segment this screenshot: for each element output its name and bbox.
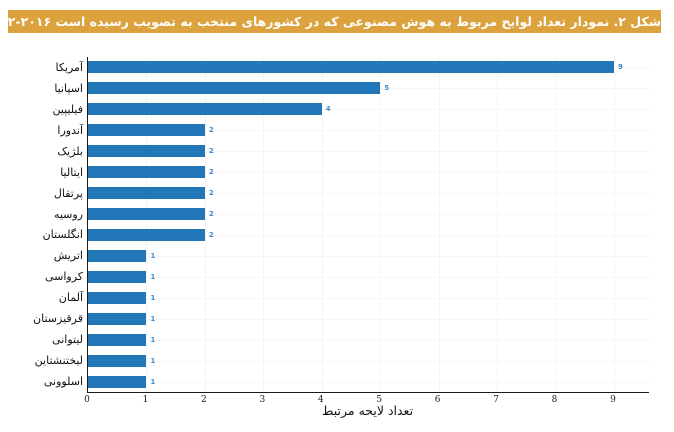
horizontal-gridline: [88, 172, 649, 174]
category-label: آمریکا: [55, 60, 83, 74]
bar-value-label: 2: [208, 168, 214, 177]
bar-value-label: 1: [150, 335, 156, 344]
category-label: انگلستان: [42, 228, 83, 242]
x-tick-label: 3: [259, 395, 266, 405]
horizontal-gridline: [88, 130, 649, 132]
bar-value-label: 1: [150, 293, 156, 302]
category-label: بلژیک: [57, 144, 83, 158]
vertical-gridline: [146, 57, 148, 392]
category-label: کرواسی: [44, 270, 83, 284]
bar: [88, 145, 205, 158]
x-tick-label: 1: [142, 395, 149, 405]
bar: [88, 208, 205, 221]
bar: [88, 249, 147, 262]
category-label: اسپانیا: [54, 81, 83, 95]
vertical-gridline: [380, 57, 382, 392]
bar-value-label: 1: [150, 356, 156, 365]
horizontal-gridline: [88, 234, 649, 236]
bar-value-label: 2: [208, 189, 214, 198]
bar: [88, 124, 205, 137]
x-axis-title: تعداد لایحه مرتبط: [321, 403, 414, 418]
bar: [88, 82, 381, 95]
category-label: لیتوانی: [52, 333, 83, 347]
horizontal-gridline: [88, 297, 649, 299]
horizontal-gridline: [88, 360, 649, 362]
category-label: فیلیپین: [52, 102, 83, 116]
bar-value-label: 2: [208, 147, 214, 156]
horizontal-gridline: [88, 109, 649, 111]
bar: [88, 354, 147, 367]
vertical-gridline: [321, 57, 323, 392]
bar: [88, 312, 147, 325]
horizontal-gridline: [88, 151, 649, 153]
horizontal-gridline: [88, 255, 649, 257]
horizontal-gridline: [88, 276, 649, 278]
bar: [88, 375, 147, 388]
bar: [88, 228, 205, 241]
bar-value-label: 1: [150, 251, 156, 260]
bar: [88, 61, 614, 74]
category-label: قرقیزستان: [33, 312, 83, 326]
x-tick-label: 5: [376, 395, 383, 405]
category-label: پرتقال: [53, 186, 83, 200]
category-label: ایتالیا: [60, 165, 83, 179]
x-tick-label: 0: [84, 395, 90, 405]
bar-value-label: 2: [208, 230, 214, 239]
horizontal-gridline: [88, 339, 649, 341]
figure-title-bar: شکل ۲. نمودار تعداد لوایح مربوط به هوش م…: [0, 10, 661, 33]
x-tick-label: 4: [317, 395, 324, 405]
x-tick-label: 7: [493, 395, 499, 405]
bar-value-label: 2: [208, 126, 214, 135]
horizontal-gridline: [88, 214, 649, 216]
category-label: اتریش: [53, 249, 83, 263]
bar: [88, 166, 205, 179]
vertical-gridline: [204, 57, 206, 392]
bar-value-label: 1: [150, 314, 156, 323]
x-tick-label: 8: [551, 395, 558, 405]
x-tick-label: 9: [610, 395, 616, 405]
category-label: لیختنشتاین: [34, 354, 83, 368]
vertical-gridline: [555, 57, 557, 392]
category-label: اسلوونی: [43, 375, 83, 389]
vertical-gridline: [263, 57, 265, 392]
horizontal-gridline: [88, 381, 649, 383]
bar-value-label: 1: [150, 377, 156, 386]
horizontal-gridline: [88, 193, 649, 195]
bar-value-label: 2: [208, 210, 214, 219]
bar-value-label: 5: [384, 84, 390, 93]
bar: [88, 187, 205, 200]
x-tick-label: 6: [434, 395, 441, 405]
vertical-gridline: [438, 57, 440, 392]
category-label: آلمان: [58, 291, 83, 305]
bar-value-label: 1: [150, 272, 156, 281]
bar: [88, 103, 322, 116]
bar: [88, 333, 147, 346]
plot-area: 9 5 4 2 2 2 2 2 2 1 1 1 1 1 1 1: [87, 57, 649, 393]
bar: [88, 291, 147, 304]
vertical-gridline: [613, 57, 615, 392]
x-tick-label: 2: [201, 395, 207, 405]
bar-value-label: 4: [325, 105, 331, 114]
category-label: آندورا: [57, 123, 83, 137]
bar-value-label: 9: [617, 63, 623, 72]
vertical-gridline: [497, 57, 499, 392]
bar: [88, 270, 147, 283]
horizontal-gridline: [88, 318, 649, 320]
category-label: روسیه: [53, 207, 83, 221]
